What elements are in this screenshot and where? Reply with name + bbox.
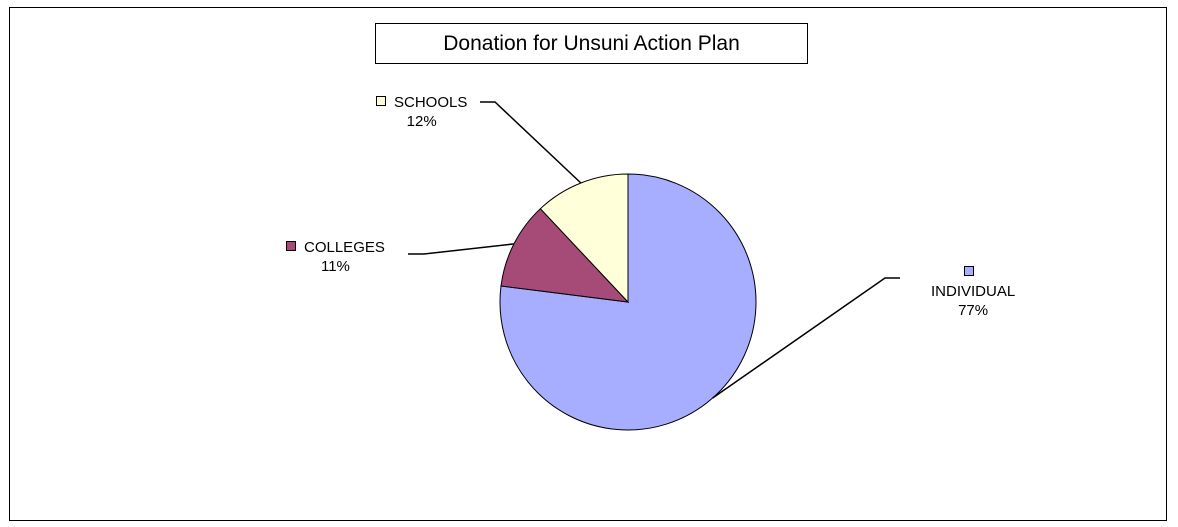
data-label-individual-percent: 77% bbox=[958, 302, 989, 319]
leader-line-schools bbox=[480, 101, 582, 184]
data-label-individual: INDIVIDUAL 77% bbox=[931, 263, 1015, 320]
data-label-schools-name: SCHOOLS bbox=[394, 94, 468, 111]
chart-title: Donation for Unsuni Action Plan bbox=[375, 23, 808, 64]
data-label-colleges-percent: 11% bbox=[320, 258, 350, 275]
data-label-schools: SCHOOLS 12% bbox=[376, 93, 467, 131]
data-label-colleges-name: COLLEGES bbox=[304, 239, 385, 256]
pie-slice-individual bbox=[499, 173, 757, 431]
data-label-schools-percent: 12% bbox=[406, 113, 437, 130]
pie-slice-schools bbox=[539, 173, 629, 304]
legend-key-schools bbox=[376, 96, 386, 107]
legend-key-colleges bbox=[286, 241, 296, 252]
data-label-colleges: COLLEGES 11% bbox=[286, 238, 385, 276]
data-label-individual-name: INDIVIDUAL bbox=[931, 283, 1016, 300]
legend-key-individual bbox=[964, 266, 975, 277]
leader-line-individual bbox=[712, 277, 900, 399]
leader-line-colleges bbox=[408, 243, 515, 255]
